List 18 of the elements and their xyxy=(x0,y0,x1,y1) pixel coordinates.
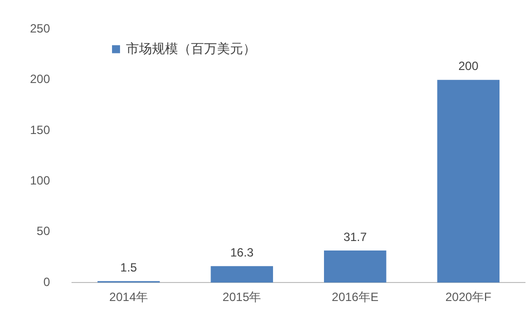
legend-label: 市场规模（百万美元） xyxy=(126,40,256,56)
data-label: 31.7 xyxy=(343,230,368,244)
bar xyxy=(437,80,500,283)
y-tick-label: 250 xyxy=(30,22,50,36)
x-tick-label: 2020年F xyxy=(445,290,492,304)
data-label: 16.3 xyxy=(230,245,254,260)
y-tick-label: 50 xyxy=(36,224,50,238)
bar xyxy=(210,266,274,283)
data-label: 200 xyxy=(458,59,479,74)
y-tick-label: 0 xyxy=(43,274,50,289)
y-tick-label: 200 xyxy=(30,72,50,86)
x-tick-label: 2016年E xyxy=(332,290,378,304)
y-tick-label: 100 xyxy=(30,174,50,188)
x-tick-label: 2014年 xyxy=(109,290,148,304)
x-tick-label: 2015年 xyxy=(222,290,262,304)
bar xyxy=(324,250,386,283)
data-label: 1.5 xyxy=(120,260,138,274)
y-tick-label: 150 xyxy=(30,122,50,137)
